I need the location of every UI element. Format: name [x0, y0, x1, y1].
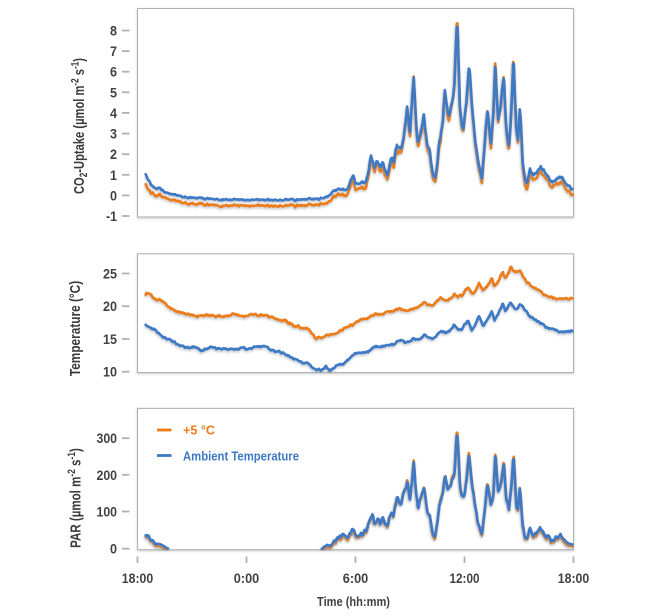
svg-text:18:00: 18:00	[558, 570, 590, 586]
svg-text:10: 10	[103, 364, 117, 380]
svg-text:4: 4	[110, 105, 117, 121]
svg-text:Time (hh:mm): Time (hh:mm)	[317, 594, 390, 609]
svg-text:300: 300	[97, 430, 118, 446]
svg-text:6: 6	[110, 64, 117, 80]
svg-text:8: 8	[110, 23, 117, 39]
svg-text:PAR (µmol m-2 s-1): PAR (µmol m-2 s-1)	[66, 448, 84, 548]
svg-text:25: 25	[103, 266, 117, 282]
svg-text:12:00: 12:00	[450, 570, 480, 586]
svg-text:20: 20	[103, 298, 117, 314]
svg-text:3: 3	[110, 126, 117, 142]
svg-text:-1: -1	[106, 208, 117, 224]
svg-text:CO2-Uptake (µmol m-2 s-1): CO2-Uptake (µmol m-2 s-1)	[69, 58, 90, 194]
svg-text:0:00: 0:00	[234, 570, 260, 586]
svg-text:5: 5	[110, 84, 117, 100]
svg-text:18:00: 18:00	[122, 570, 154, 586]
svg-text:Ambient Temperature: Ambient Temperature	[183, 449, 299, 464]
svg-text:0: 0	[110, 541, 117, 557]
svg-text:6:00: 6:00	[343, 570, 369, 586]
svg-text:15: 15	[103, 331, 117, 347]
svg-text:200: 200	[97, 467, 118, 483]
svg-text:0: 0	[110, 187, 117, 203]
svg-text:100: 100	[97, 504, 118, 520]
svg-text:7: 7	[110, 43, 117, 59]
svg-text:Temperature (°C): Temperature (°C)	[67, 281, 84, 376]
svg-text:+5 °C: +5 °C	[183, 423, 216, 438]
svg-text:2: 2	[110, 146, 117, 162]
svg-text:1: 1	[110, 167, 117, 183]
